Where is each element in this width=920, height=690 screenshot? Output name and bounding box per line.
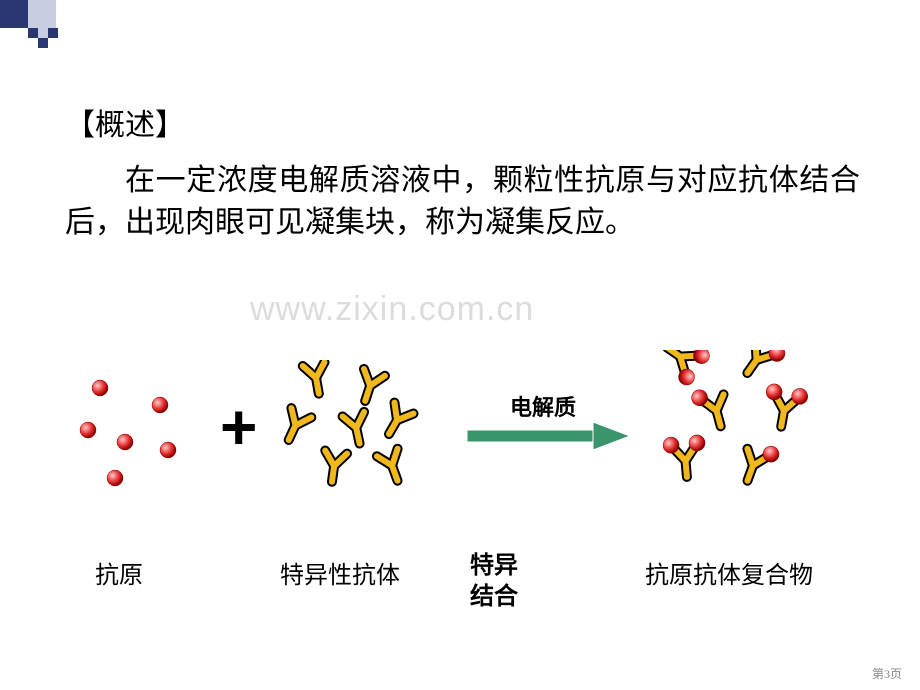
- arrow-icon: [465, 418, 635, 454]
- page-number: 第3页: [872, 665, 902, 682]
- body-paragraph: 在一定浓度电解质溶液中，颗粒性抗原与对应抗体结合后，出现肉眼可见凝集块，称为凝集…: [65, 160, 860, 244]
- deco-sq: [38, 38, 48, 48]
- complex-unit: [662, 434, 707, 479]
- antibody-y: [343, 412, 371, 446]
- label-complex: 抗原抗体复合物: [645, 555, 813, 590]
- plus-sign: +: [220, 390, 257, 464]
- antigen-dot: [80, 422, 96, 438]
- antigen-dot: [92, 380, 108, 396]
- antibody-y: [355, 369, 385, 404]
- deco-sq: [48, 28, 58, 38]
- antibody-y: [379, 403, 413, 440]
- deco-sq: [28, 28, 38, 38]
- complex-unit: [738, 350, 788, 385]
- antigen-group: [70, 370, 200, 500]
- arrow-label: 电解质: [510, 390, 576, 422]
- antibody-group: [280, 360, 450, 510]
- deco-sq: [0, 0, 28, 28]
- label-binding: 特异结合: [470, 550, 518, 612]
- complex-group: [655, 350, 845, 520]
- arrow-group: 电解质: [465, 418, 635, 459]
- complex-unit: [690, 384, 732, 432]
- antibody-y: [321, 451, 347, 484]
- complex-unit: [760, 383, 808, 431]
- reaction-diagram: +: [70, 350, 860, 550]
- antigen-dot: [160, 442, 176, 458]
- antibody-y: [303, 362, 330, 395]
- section-heading: 【概述】: [65, 100, 185, 144]
- label-antigen: 抗原: [95, 555, 143, 590]
- watermark-text: www.zixin.com.cn: [250, 290, 534, 329]
- deco-sq: [28, 0, 56, 28]
- complex-unit: [655, 350, 713, 388]
- antigen-dot: [152, 397, 168, 413]
- antibody-y: [377, 449, 408, 485]
- label-antibody: 特异性抗体: [280, 555, 400, 590]
- antigen-dot: [107, 470, 123, 486]
- deco-sq: [38, 28, 48, 38]
- antibody-y: [280, 408, 311, 444]
- complex-unit: [737, 438, 781, 487]
- antigen-dot: [117, 434, 133, 450]
- corner-decoration: [0, 0, 180, 60]
